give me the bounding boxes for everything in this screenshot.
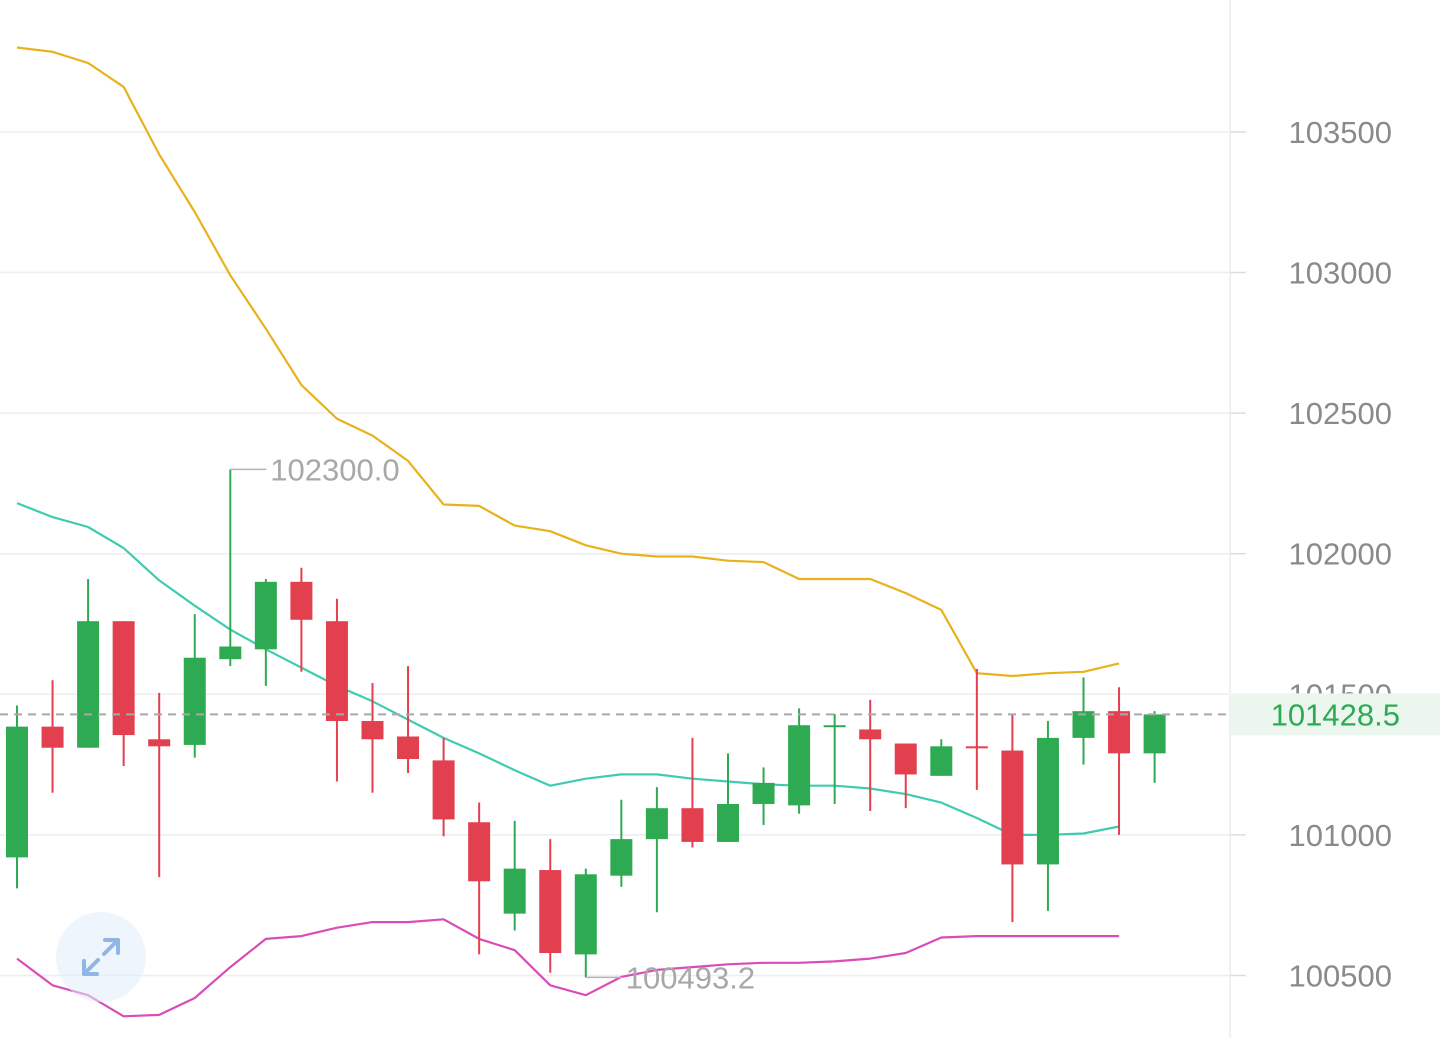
candle [1108,687,1131,835]
candle [77,579,100,748]
candle [432,737,455,837]
candle-body [788,725,811,806]
expand-arrows-icon [82,938,120,976]
candle-body [1143,714,1166,754]
y-tick-label: 103500 [1289,115,1392,150]
candle [859,699,882,811]
candle-body [148,739,171,747]
candle-body [77,621,100,748]
candle [965,668,988,790]
candle [148,692,171,878]
candle-body [930,746,953,776]
candle [290,567,313,672]
candle [254,579,277,686]
candle-body [397,736,420,759]
candle [610,799,633,887]
candle-body [290,581,313,620]
candle-body [325,621,348,722]
candle [1143,711,1166,783]
candle [681,737,704,848]
candle-body [112,621,135,736]
candle-body [752,782,775,804]
candle [468,802,491,955]
candle-body [503,868,526,914]
candle [930,739,953,776]
y-tick-label: 100500 [1289,959,1392,994]
candle-body [183,657,206,745]
y-tick-label: 101000 [1289,818,1392,853]
candle-body [823,725,846,728]
candle [361,683,384,793]
last-price-label: 101428.5 [1271,697,1400,732]
candle-body [1036,737,1059,865]
candle [645,787,668,913]
candle-body [894,743,917,775]
candle [41,680,64,793]
candle-body [574,874,597,955]
y-tick-label: 103000 [1289,256,1392,291]
band-upper-line [16,46,1120,678]
candle [183,614,206,758]
candle [1001,713,1024,923]
candle-body [6,726,28,858]
candle-body [1108,711,1131,754]
candle [717,753,739,842]
last-price-layer: 101428.5 [0,693,1440,736]
low-price-marker-label: 100493.2 [626,960,755,995]
band-lower-line [16,918,1120,1018]
candles [6,469,1166,978]
candle-body [361,721,384,740]
bollinger-bands [16,46,1120,1018]
y-tick-label: 102500 [1289,396,1392,431]
candle [325,598,348,782]
candle-body [468,822,491,882]
candle [397,666,420,774]
candle [503,820,526,931]
high-price-marker-label: 102300.0 [270,452,399,487]
candle-body [965,746,988,749]
last-price-tag [1230,693,1440,736]
y-tick-label: 102000 [1289,537,1392,572]
candle [1036,721,1059,911]
candle-body [1072,711,1095,738]
expand-button[interactable] [56,912,146,1002]
price-axis: 1035001030001025001020001015001010001005… [1230,115,1392,994]
candle [6,705,28,889]
candle-body [610,839,633,876]
candle-body [717,803,739,842]
candle-body [645,808,668,840]
candle [1072,677,1095,765]
candle [752,767,775,826]
low-price-marker: 100493.2 [585,960,755,995]
candle [112,621,135,767]
candle-body [539,870,562,954]
candle-body [432,760,455,820]
candle-body [1001,750,1024,865]
candle [219,469,242,667]
candle-body [254,581,277,650]
candle [788,708,811,814]
candle [574,868,597,978]
extreme-markers: 102300.0 100493.2 [230,452,755,995]
candle [539,839,562,973]
candle-body [859,729,882,740]
candle-body [219,646,242,660]
high-price-marker: 102300.0 [230,452,400,487]
candle-body [681,808,704,842]
candle-body [41,726,64,748]
candle [894,743,917,809]
candle [823,713,846,804]
band-middle-line [16,502,1120,837]
